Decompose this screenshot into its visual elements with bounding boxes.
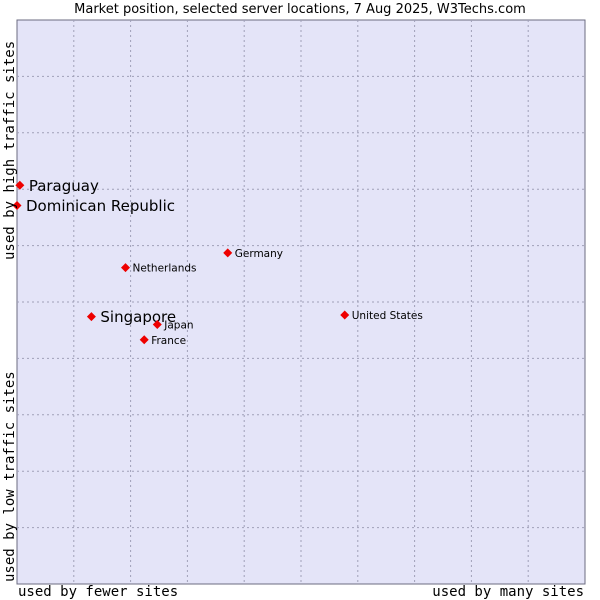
point-label: Germany	[235, 248, 283, 260]
point-label: Dominican Republic	[26, 197, 175, 215]
point-marker	[340, 310, 350, 320]
data-point-singapore: Singapore	[86, 308, 176, 326]
x-axis-label-high: used by many sites	[432, 584, 584, 600]
point-marker	[139, 335, 149, 345]
data-point-japan: Japan	[152, 320, 194, 332]
data-point-netherlands: Netherlands	[120, 263, 197, 275]
point-marker	[15, 180, 25, 190]
point-label: Japan	[163, 320, 193, 332]
y-axis-label-low: used by low traffic sites	[2, 371, 18, 582]
point-label: Netherlands	[132, 263, 196, 275]
data-point-france: France	[139, 335, 186, 347]
point-marker	[86, 312, 96, 322]
point-label: United States	[352, 310, 423, 322]
data-point-dominican-republic: Dominican Republic	[12, 197, 175, 215]
point-label: France	[151, 335, 186, 347]
point-marker	[120, 263, 130, 273]
data-point-germany: Germany	[223, 248, 283, 260]
point-marker	[223, 248, 233, 258]
data-point-united-states: United States	[340, 310, 423, 322]
grid-lines	[17, 20, 585, 584]
point-label: Paraguay	[29, 177, 99, 195]
data-points: Paraguay Dominican Republic Germany Netherl…	[12, 177, 423, 347]
data-point-paraguay: Paraguay	[15, 177, 99, 195]
chart-title: Market position, selected server locatio…	[74, 2, 526, 17]
point-marker	[152, 320, 162, 330]
point-marker	[12, 201, 22, 211]
x-axis-label-low: used by fewer sites	[18, 584, 178, 600]
y-axis-label-high: used by high traffic sites	[2, 41, 18, 260]
